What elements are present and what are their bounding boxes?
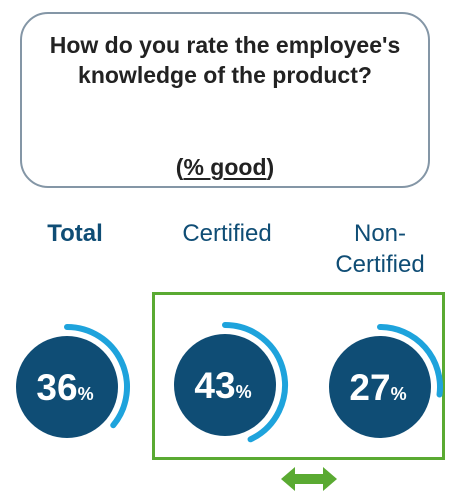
donut-value-total: 36% — [36, 367, 93, 408]
double-arrow-icon — [281, 467, 337, 491]
donut-circle-certified — [174, 334, 276, 436]
donut-arc-certified — [222, 322, 288, 443]
column-label-total: Total — [47, 220, 103, 247]
donut-circle-total — [16, 336, 118, 438]
column-label-non-certified: Non- Certified — [335, 220, 425, 278]
question-box: How do you rate the employee's knowledge… — [20, 12, 430, 188]
question-unit: (% good) — [175, 154, 275, 180]
donut-arc-total — [64, 324, 130, 429]
column-label-certified: Certified — [182, 220, 272, 247]
unit-label: % good — [183, 154, 267, 180]
donut-value-certified: 43% — [194, 365, 251, 406]
donut-circle-non-certified — [329, 336, 431, 438]
question-text: How do you rate the employee's knowledge… — [49, 32, 401, 88]
donut-value-non-certified: 27% — [349, 367, 406, 408]
comparison-frame — [152, 292, 445, 460]
donut-arc-non-certified — [377, 324, 443, 398]
